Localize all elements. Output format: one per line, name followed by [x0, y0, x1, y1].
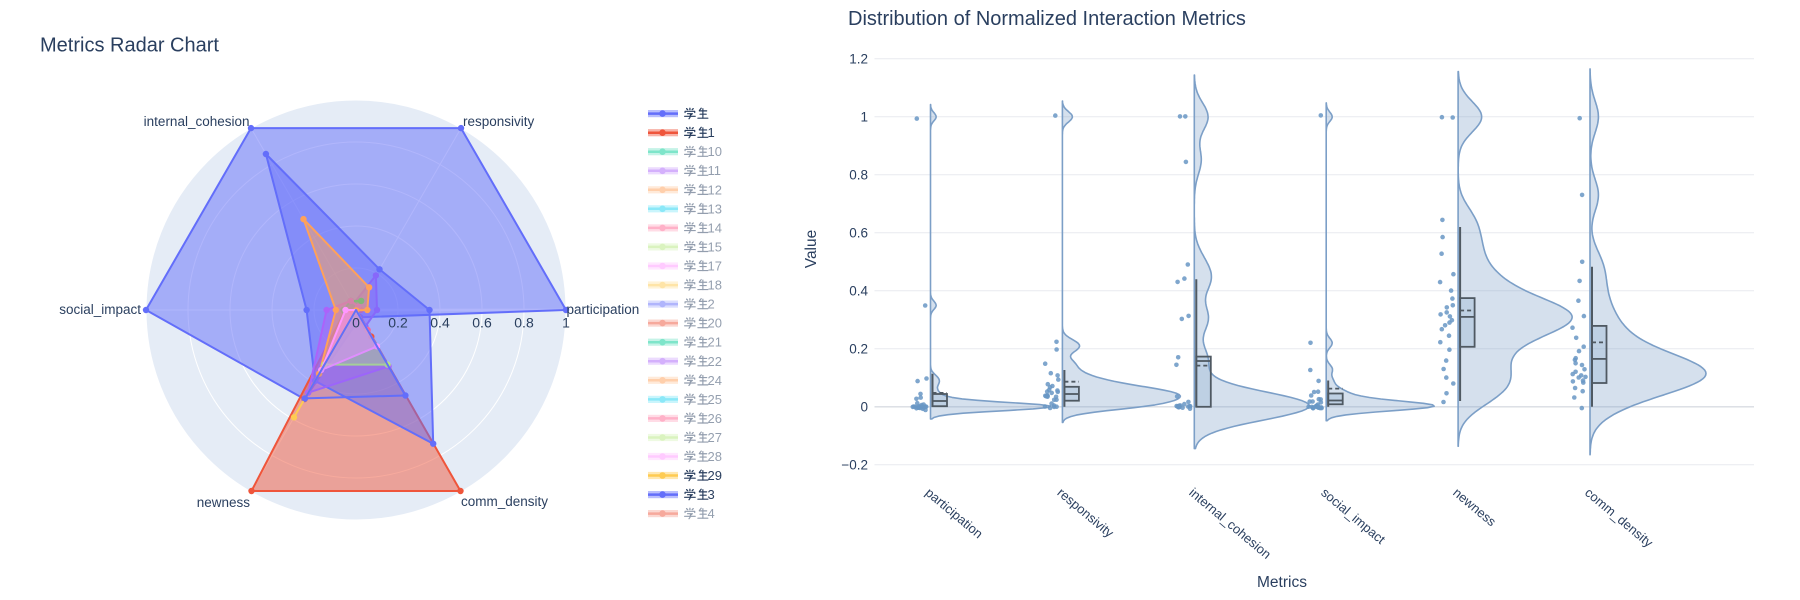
svg-text:0.4: 0.4 — [849, 283, 868, 298]
svg-text:26: 26 — [708, 411, 722, 426]
svg-text:14: 14 — [708, 220, 722, 235]
svg-text:24: 24 — [708, 373, 722, 388]
svg-text:0: 0 — [352, 315, 360, 331]
svg-text:2: 2 — [708, 297, 715, 312]
svg-text:1: 1 — [562, 315, 570, 331]
svg-text:22: 22 — [708, 354, 722, 369]
svg-text:−0.2: −0.2 — [841, 457, 868, 472]
svg-text:0.8: 0.8 — [514, 315, 534, 331]
svg-text:0.6: 0.6 — [472, 315, 492, 331]
svg-text:responsivity: responsivity — [463, 114, 535, 129]
svg-text:0.2: 0.2 — [849, 341, 868, 356]
svg-text:15: 15 — [708, 239, 722, 254]
svg-text:17: 17 — [708, 259, 722, 274]
svg-text:1.2: 1.2 — [849, 51, 868, 66]
svg-text:social_impact: social_impact — [59, 302, 141, 317]
svg-text:newness: newness — [197, 495, 251, 510]
svg-text:Metrics: Metrics — [1257, 574, 1307, 591]
svg-text:27: 27 — [708, 430, 722, 445]
svg-text:internal_cohesion: internal_cohesion — [144, 114, 250, 129]
svg-text:1: 1 — [860, 109, 868, 124]
svg-text:21: 21 — [708, 335, 722, 350]
svg-text:0.4: 0.4 — [430, 315, 450, 331]
svg-text:28: 28 — [708, 449, 722, 464]
svg-text:25: 25 — [708, 392, 722, 407]
svg-text:12: 12 — [708, 182, 722, 197]
svg-text:Metrics Radar Chart: Metrics Radar Chart — [40, 35, 219, 57]
svg-text:20: 20 — [708, 316, 722, 331]
svg-text:11: 11 — [708, 163, 722, 178]
svg-text:3: 3 — [708, 487, 715, 502]
svg-text:0: 0 — [860, 399, 868, 414]
svg-text:Distribution of Normalized Int: Distribution of Normalized Interaction M… — [848, 8, 1246, 30]
svg-text:comm_density: comm_density — [461, 494, 548, 509]
svg-text:participation: participation — [567, 302, 640, 317]
svg-text:13: 13 — [708, 201, 722, 216]
svg-text:0.2: 0.2 — [388, 315, 408, 331]
svg-text:4: 4 — [708, 506, 715, 521]
svg-text:10: 10 — [708, 144, 722, 159]
svg-text:29: 29 — [708, 468, 722, 483]
svg-text:1: 1 — [708, 125, 715, 140]
svg-text:0.6: 0.6 — [849, 225, 868, 240]
svg-text:Value: Value — [803, 230, 820, 269]
svg-text:18: 18 — [708, 278, 722, 293]
svg-text:0.8: 0.8 — [849, 167, 868, 182]
